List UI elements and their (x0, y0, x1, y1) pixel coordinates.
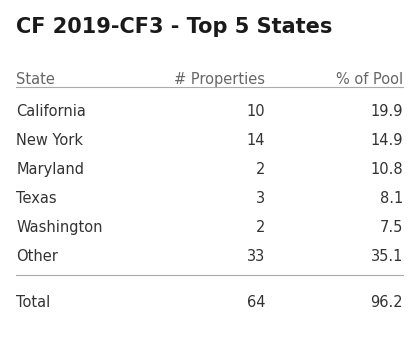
Text: State: State (16, 71, 55, 87)
Text: 96.2: 96.2 (370, 295, 403, 310)
Text: Total: Total (16, 295, 51, 310)
Text: 2: 2 (256, 162, 265, 177)
Text: New York: New York (16, 133, 84, 148)
Text: Maryland: Maryland (16, 162, 84, 177)
Text: 3: 3 (256, 191, 265, 206)
Text: CF 2019-CF3 - Top 5 States: CF 2019-CF3 - Top 5 States (16, 17, 333, 37)
Text: 7.5: 7.5 (380, 220, 403, 235)
Text: 10.8: 10.8 (370, 162, 403, 177)
Text: California: California (16, 104, 87, 119)
Text: Texas: Texas (16, 191, 57, 206)
Text: 2: 2 (256, 220, 265, 235)
Text: 14: 14 (247, 133, 265, 148)
Text: # Properties: # Properties (174, 71, 265, 87)
Text: % of Pool: % of Pool (336, 71, 403, 87)
Text: 14.9: 14.9 (370, 133, 403, 148)
Text: 8.1: 8.1 (380, 191, 403, 206)
Text: Other: Other (16, 249, 58, 264)
Text: Washington: Washington (16, 220, 103, 235)
Text: 35.1: 35.1 (370, 249, 403, 264)
Text: 19.9: 19.9 (370, 104, 403, 119)
Text: 33: 33 (247, 249, 265, 264)
Text: 10: 10 (247, 104, 265, 119)
Text: 64: 64 (247, 295, 265, 310)
